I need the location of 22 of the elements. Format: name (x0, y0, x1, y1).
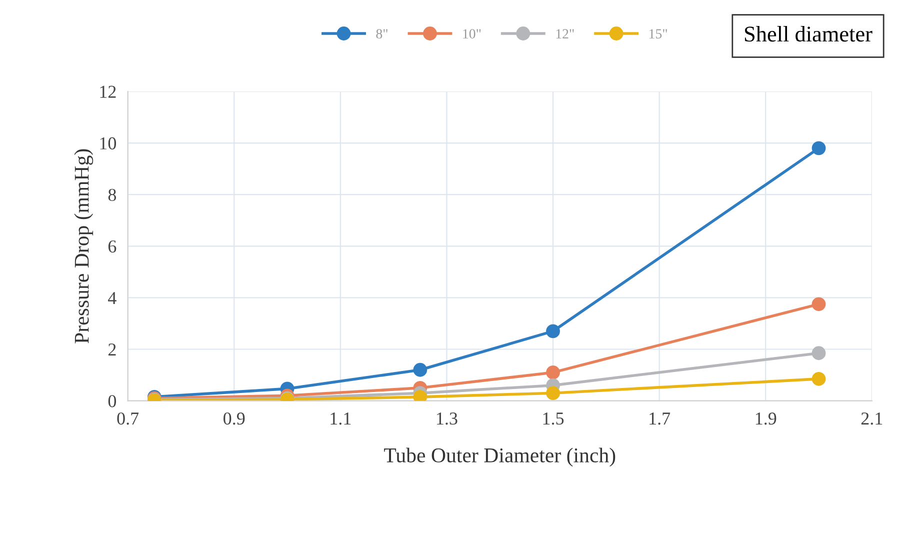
y-tick-label: 8 (108, 188, 116, 202)
x-tick-label: 1.7 (650, 412, 670, 425)
x-axis-title: Tube Outer Diameter (inch) (384, 448, 616, 467)
y-axis-title: Pressure Drop (mmHg) (74, 149, 94, 344)
x-tick-label: 1.5 (543, 412, 564, 425)
legend-label: 15" (649, 29, 667, 38)
y-tick-label: 2 (108, 344, 116, 356)
y-tick-label: 6 (108, 240, 116, 253)
x-tick-label: 1.9 (756, 412, 776, 425)
x-tick-label: 1.3 (437, 412, 458, 425)
x-tick-label: 0.7 (117, 412, 139, 425)
legend-label: 8" (376, 29, 388, 38)
y-tick-label: 0 (108, 395, 116, 408)
x-tick-label: 0.9 (224, 412, 245, 425)
legend-title: Shell diameter (745, 26, 872, 42)
x-tick-label: 2.1 (861, 412, 882, 425)
x-tick-label: 1.1 (330, 412, 351, 425)
legend-label: 10" (463, 29, 481, 38)
y-tick-label: 4 (108, 292, 116, 304)
y-tick-label: 10 (100, 137, 116, 150)
legend-label: 12" (556, 29, 574, 38)
y-tick-label: 12 (100, 86, 116, 98)
